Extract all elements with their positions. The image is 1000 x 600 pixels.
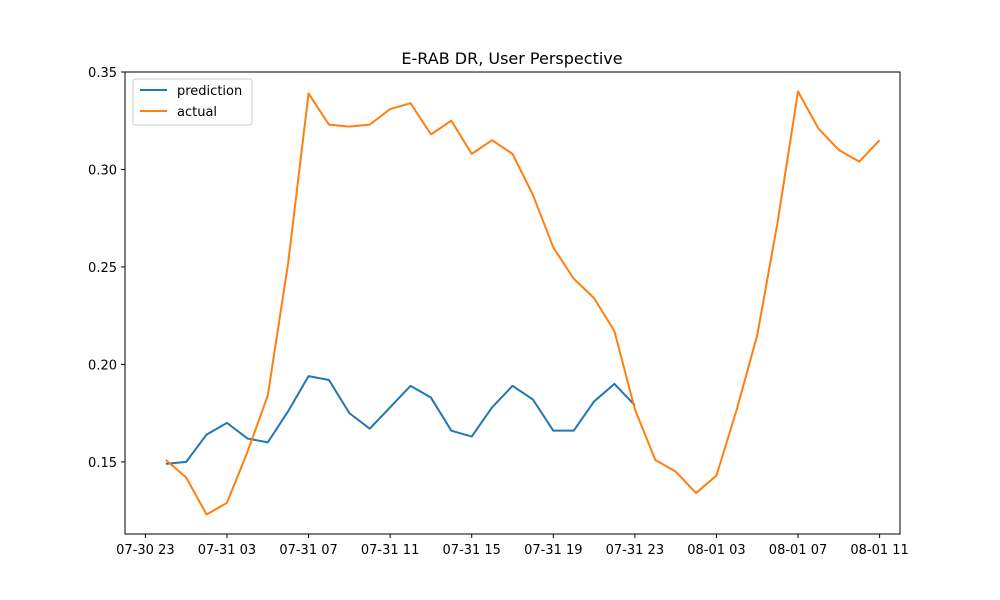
data-point-prediction [205, 433, 209, 437]
x-tick-label: 08-01 07 [769, 543, 827, 558]
data-point-actual [653, 458, 657, 462]
x-tick-label: 07-31 03 [198, 543, 256, 558]
data-point-actual [592, 296, 596, 300]
series-line-actual [165, 90, 881, 516]
data-point-prediction [409, 384, 413, 388]
data-point-actual [612, 329, 616, 333]
x-tick-label: 07-31 23 [606, 543, 664, 558]
data-point-actual [816, 127, 820, 131]
data-point-actual [694, 491, 698, 495]
data-point-actual [531, 193, 535, 197]
y-tick-label: 0.30 [88, 163, 117, 178]
data-point-prediction [511, 384, 515, 388]
y-tick-label: 0.35 [88, 66, 117, 81]
data-point-prediction [286, 409, 290, 413]
data-point-prediction [531, 397, 535, 401]
data-point-actual [674, 470, 678, 474]
data-point-actual [633, 407, 637, 411]
x-tick-label: 07-30 23 [116, 543, 174, 558]
data-point-actual [470, 152, 474, 156]
data-point-prediction [490, 405, 494, 409]
data-point-actual [796, 89, 800, 93]
data-point-actual [429, 132, 433, 136]
data-point-prediction [592, 399, 596, 403]
data-point-prediction [266, 440, 270, 444]
data-point-actual [714, 474, 718, 478]
series-prediction [165, 374, 636, 465]
data-point-actual [164, 458, 168, 462]
data-point-prediction [225, 421, 229, 425]
x-tick-label: 08-01 11 [850, 543, 908, 558]
chart-title: E-RAB DR, User Perspective [401, 49, 622, 68]
x-tick-label: 08-01 03 [687, 543, 745, 558]
data-point-actual [735, 407, 739, 411]
data-point-actual [755, 333, 759, 337]
data-point-prediction [470, 435, 474, 439]
x-tick-label: 07-31 11 [361, 543, 419, 558]
axes-frame [124, 71, 901, 535]
data-point-actual [307, 91, 311, 95]
data-point-actual [878, 138, 882, 142]
data-point-actual [409, 101, 413, 105]
y-tick-label: 0.20 [88, 358, 117, 373]
data-point-actual [449, 119, 453, 123]
y-tick-label: 0.25 [88, 261, 117, 276]
data-point-actual [184, 475, 188, 479]
legend-label-actual: actual [177, 105, 217, 120]
data-point-actual [368, 123, 372, 127]
data-point-actual [347, 125, 351, 129]
data-point-actual [245, 450, 249, 454]
data-point-prediction [368, 427, 372, 431]
y-axis: 0.15 0.20 0.25 0.30 0.35 [88, 66, 125, 471]
plot-area [164, 89, 882, 517]
x-axis: 07-30 23 07-31 03 07-31 07 07-31 11 07-31 15… [116, 534, 909, 558]
legend-label-prediction: prediction [177, 84, 242, 99]
data-point-actual [511, 152, 515, 156]
data-point-prediction [449, 429, 453, 433]
data-point-actual [327, 123, 331, 127]
data-point-actual [776, 220, 780, 224]
data-point-prediction [429, 396, 433, 400]
data-point-prediction [551, 429, 555, 433]
data-point-prediction [347, 411, 351, 415]
data-point-prediction [307, 374, 311, 378]
data-point-actual [490, 138, 494, 142]
series-actual [164, 89, 882, 517]
data-point-prediction [612, 382, 616, 386]
series-line-prediction [165, 375, 636, 465]
y-tick-label: 0.15 [88, 456, 117, 471]
data-point-prediction [245, 436, 249, 440]
data-point-prediction [327, 378, 331, 382]
data-point-actual [205, 513, 209, 517]
data-point-actual [388, 107, 392, 111]
data-point-actual [266, 394, 270, 398]
data-point-actual [857, 160, 861, 164]
data-point-actual [837, 148, 841, 152]
data-point-actual [572, 277, 576, 281]
data-point-actual [551, 245, 555, 249]
x-tick-label: 07-31 07 [279, 543, 337, 558]
legend: prediction actual [132, 78, 253, 126]
x-tick-label: 07-31 19 [524, 543, 582, 558]
data-point-actual [225, 501, 229, 505]
x-tick-label: 07-31 15 [442, 543, 500, 558]
data-point-actual [286, 261, 290, 265]
data-point-prediction [388, 405, 392, 409]
data-point-prediction [572, 429, 576, 433]
data-point-prediction [184, 460, 188, 464]
